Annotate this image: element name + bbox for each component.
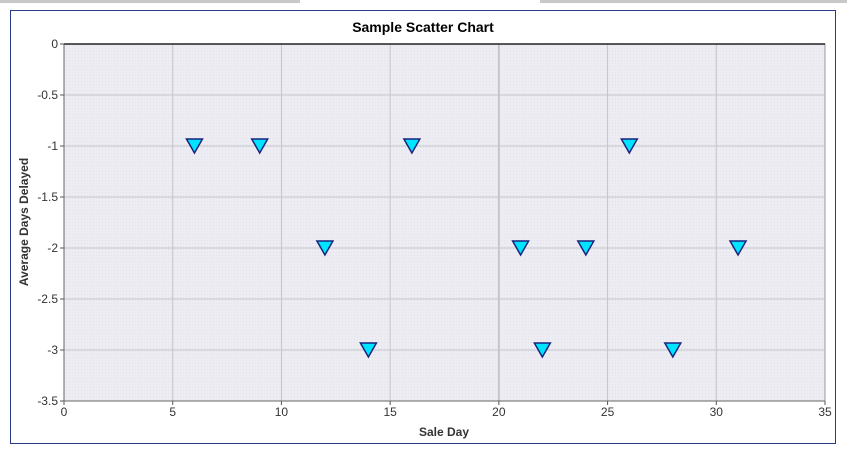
y-tick-label: -3.5 bbox=[37, 394, 58, 408]
data-points bbox=[185, 138, 748, 359]
x-tick-label: 30 bbox=[710, 405, 724, 419]
x-tick-label: 5 bbox=[169, 405, 176, 419]
axes bbox=[60, 43, 826, 405]
scatter-point bbox=[620, 138, 639, 155]
y-tick-labels: 0 -0.5 -1 -1.5 -2 -2.5 -3 -3.5 bbox=[37, 37, 58, 408]
x-tick-labels: 0 5 10 15 20 25 30 35 bbox=[61, 405, 832, 419]
x-tick-label: 0 bbox=[61, 405, 68, 419]
y-tick-label: -3 bbox=[47, 343, 58, 357]
window-tab-left bbox=[0, 0, 300, 3]
scatter-point bbox=[533, 342, 552, 359]
y-tick-label: -1 bbox=[47, 139, 58, 153]
x-tick-label: 15 bbox=[383, 405, 397, 419]
x-tick-label: 20 bbox=[492, 405, 506, 419]
grid-lines bbox=[64, 44, 825, 401]
scatter-point bbox=[185, 138, 204, 155]
scatter-point bbox=[511, 240, 530, 257]
window-tab-right bbox=[540, 0, 847, 3]
scatter-point bbox=[315, 240, 335, 257]
x-axis-label: Sale Day bbox=[419, 425, 469, 439]
scatter-point bbox=[250, 138, 269, 155]
y-axis-label: Average Days Delayed bbox=[17, 158, 31, 286]
scatter-point bbox=[663, 342, 683, 359]
plot-area bbox=[63, 43, 826, 402]
y-tick-label: 0 bbox=[51, 37, 58, 51]
scatter-point bbox=[728, 240, 748, 257]
y-tick-label: -2 bbox=[47, 241, 58, 255]
x-tick-label: 35 bbox=[818, 405, 832, 419]
scatter-point bbox=[359, 342, 378, 359]
y-tick-label: -0.5 bbox=[37, 88, 58, 102]
y-tick-label: -2.5 bbox=[37, 292, 58, 306]
scatter-point bbox=[576, 240, 596, 257]
x-tick-label: 10 bbox=[275, 405, 289, 419]
scatter-point bbox=[402, 138, 422, 155]
x-tick-label: 25 bbox=[601, 405, 615, 419]
y-tick-label: -1.5 bbox=[37, 190, 58, 204]
chart-title: Sample Scatter Chart bbox=[352, 19, 494, 35]
